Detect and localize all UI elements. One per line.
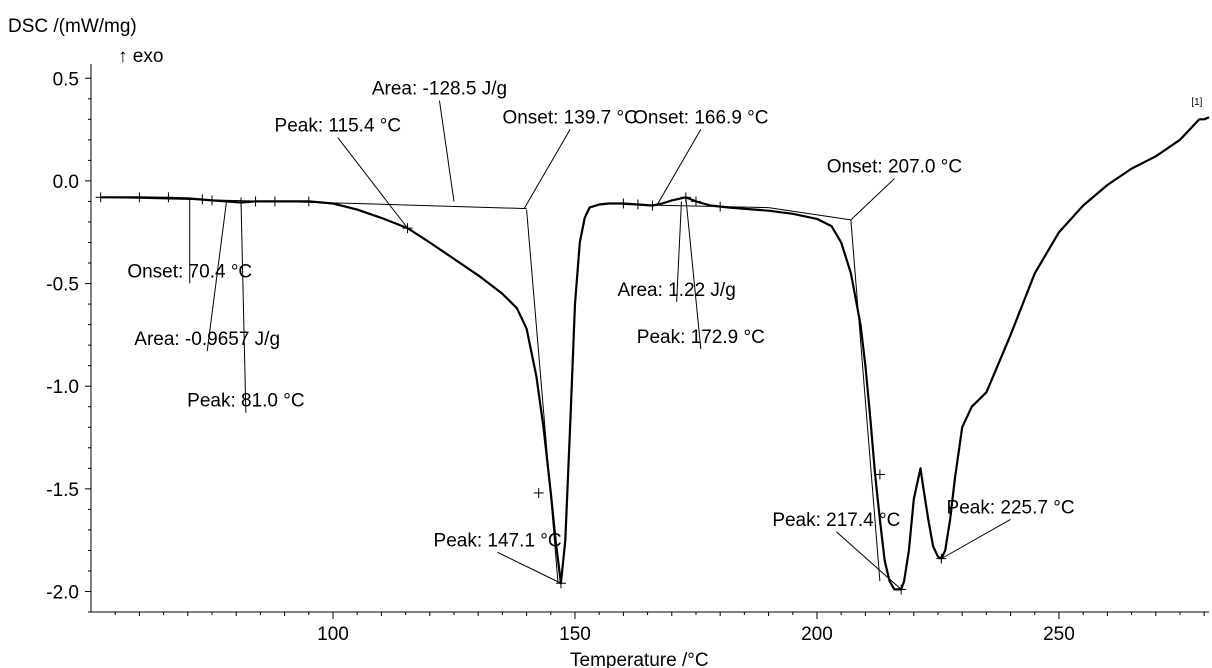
plus-marker (690, 196, 701, 207)
annotation-leader (676, 201, 682, 302)
annotation-leader (941, 519, 1011, 560)
curve-label: [1] (1191, 97, 1202, 108)
y-tick-label: 0.0 (53, 172, 79, 193)
plus-marker (197, 194, 208, 205)
annotation-leader (240, 202, 247, 413)
annotation-label: Area: -0.9657 J/g (134, 329, 280, 350)
y-tick-label: -1.0 (46, 377, 79, 398)
plus-marker (250, 196, 261, 207)
exo-direction-label: ↑ exo (118, 46, 163, 67)
annotation-label: Peak: 217.4 °C (772, 510, 900, 531)
annotation-label: Peak: 172.9 °C (637, 327, 765, 348)
baseline-line (850, 219, 881, 582)
annotation-label: Peak: 81.0 °C (187, 391, 304, 412)
plus-marker (269, 196, 280, 207)
annotation-label: Onset: 70.4 °C (127, 261, 252, 282)
x-axis-title: Temperature /°C (570, 650, 709, 668)
y-tick-label: -2.0 (46, 582, 79, 603)
annotation-label: Area: 1.22 J/g (617, 280, 735, 301)
baseline-line (768, 207, 851, 221)
annotation-label: Peak: 147.1 °C (434, 530, 562, 551)
series-group: [1] (100, 97, 1210, 591)
annotation-leader (523, 129, 571, 209)
annotation-leader (836, 531, 902, 590)
annotation-label: Peak: 115.4 °C (275, 116, 402, 137)
annotation-label: Onset: 166.9 °C (633, 107, 768, 128)
y-tick-label: 0.5 (53, 69, 79, 90)
x-tick-label: 250 (1043, 624, 1075, 645)
y-tick-label: -0.5 (46, 275, 79, 296)
x-tick-label: 100 (317, 624, 349, 645)
annotation-label: Onset: 207.0 °C (827, 157, 962, 178)
annotation-leader (656, 129, 702, 206)
annotation-leader (337, 137, 408, 229)
plus-marker (206, 195, 217, 206)
plus-marker (163, 192, 174, 203)
axes (90, 64, 1209, 613)
plus-marker (632, 199, 643, 210)
x-tick-label: 200 (801, 624, 833, 645)
annotation-label: Area: -128.5 J/g (372, 79, 507, 100)
y-axis-title: DSC /(mW/mg) (8, 16, 137, 37)
baseline-line (357, 202, 527, 210)
plus-marker (533, 487, 544, 498)
plus-marker (647, 200, 658, 211)
annotation-leader (438, 100, 455, 202)
y-tick-label: -1.5 (46, 480, 79, 501)
dsc-curve (100, 116, 1210, 591)
annotation-leader (850, 178, 895, 221)
annotation-leader (685, 197, 702, 350)
x-tick-label: 150 (559, 624, 591, 645)
plus-marker (95, 192, 106, 203)
plus-marker (303, 196, 314, 207)
annotation-label: Peak: 225.7 °C (947, 497, 1075, 518)
tick-labels: 100 150 200 250 0.5 0.0 -0.5 -1.0 -1.5 -2.0 (46, 69, 1075, 645)
plus-marker (134, 192, 145, 203)
annotation-leader (497, 551, 562, 584)
annotations-group: Area: -128.5 J/g Peak: 115.4 °C Onset: 139… (127, 79, 1075, 590)
plus-marker (618, 198, 629, 209)
plus-marker (715, 201, 726, 212)
markers-group (95, 192, 947, 595)
plus-marker (874, 469, 885, 480)
annotation-label: Onset: 139.7 °C (502, 107, 637, 128)
annotation-leader (206, 201, 228, 352)
